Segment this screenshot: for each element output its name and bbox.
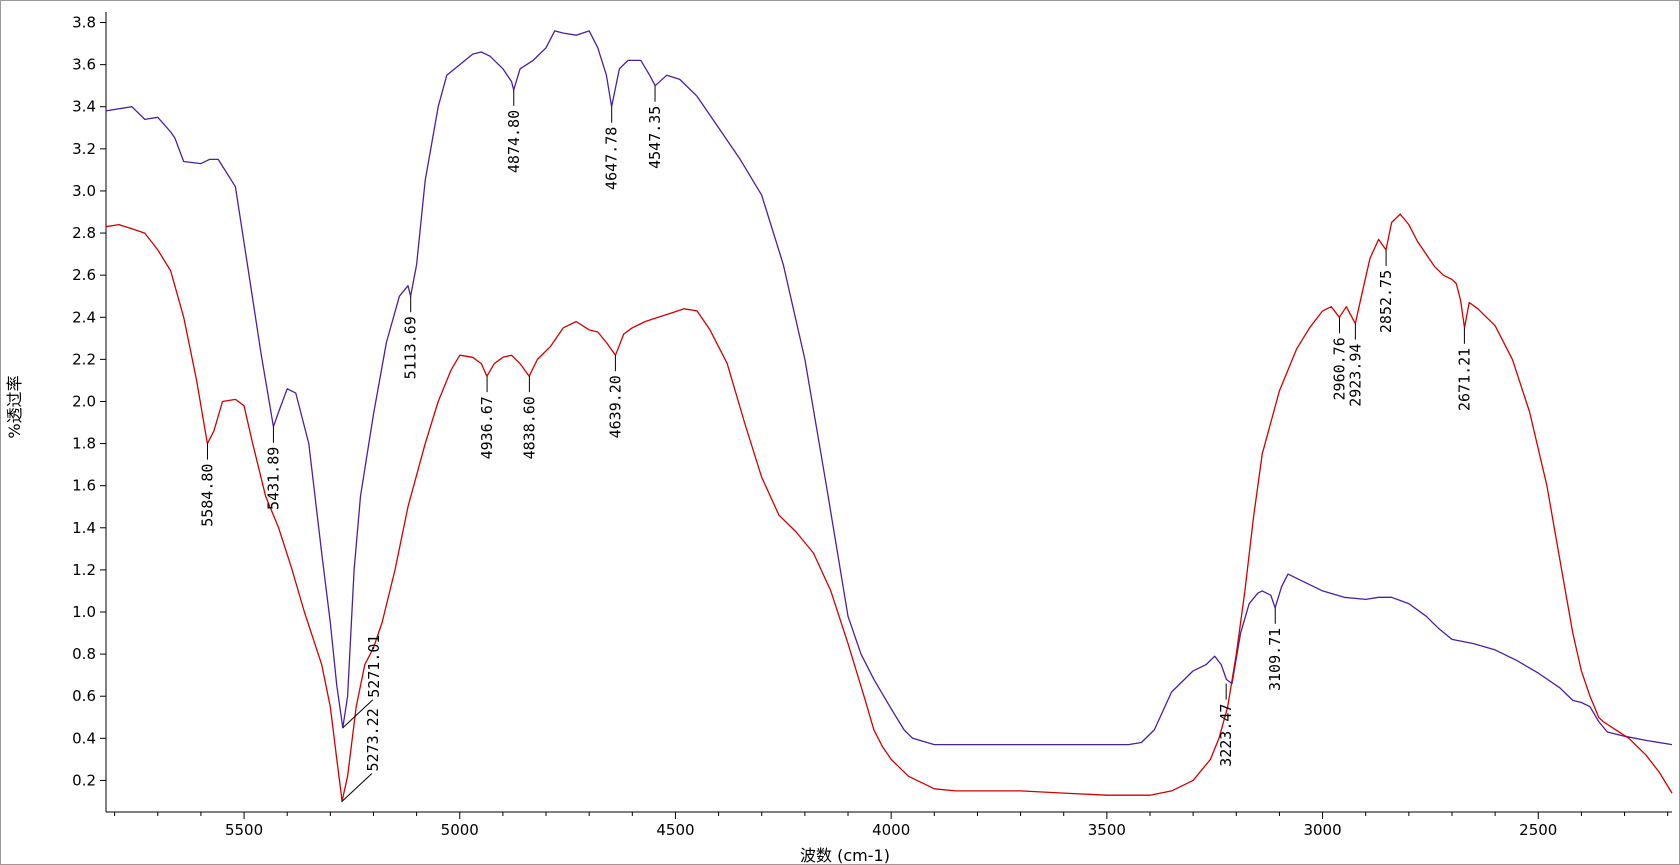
peak-label: 4639.20 <box>606 375 624 438</box>
peak-leader <box>341 773 373 802</box>
x-tick-label: 5500 <box>225 821 263 839</box>
y-tick-label: 3.6 <box>72 56 96 74</box>
y-tick-label: 3.0 <box>72 182 96 200</box>
x-tick-label: 5000 <box>441 821 479 839</box>
peak-label: 2923.94 <box>1346 344 1364 407</box>
x-tick-label: 3500 <box>1088 821 1126 839</box>
y-tick-label: 2.8 <box>72 224 96 242</box>
peak-label: 5273.22 <box>364 708 382 771</box>
y-tick-label: 1.2 <box>72 561 96 579</box>
y-tick-label: 1.4 <box>72 519 96 537</box>
spectrum-line-1 <box>105 30 1673 746</box>
peak-annotations: 5584.80 5431.89 5271.01 5273.22 5113.69 4874.… <box>198 85 1473 802</box>
x-axis-title: 波数 (cm-1) <box>800 846 890 865</box>
y-tick-label: 0.8 <box>72 645 96 663</box>
y-tick-label: 3.8 <box>72 14 96 32</box>
y-tick-label: 1.0 <box>72 603 96 621</box>
peak-label: 5431.89 <box>264 447 282 510</box>
y-tick-label: 1.8 <box>72 435 96 453</box>
peak-label: 3109.71 <box>1266 628 1284 691</box>
peak-label: 4547.35 <box>646 106 664 169</box>
peak-label: 5584.80 <box>198 464 216 527</box>
peak-label: 4874.80 <box>505 110 523 173</box>
peak-label: 5271.01 <box>365 635 383 698</box>
y-tick-label: 0.2 <box>72 771 96 789</box>
y-tick-label: 1.6 <box>72 477 96 495</box>
peak-label: 3223.47 <box>1217 704 1235 767</box>
y-tick-label: 0.4 <box>72 729 96 747</box>
y-tick-label: 2.2 <box>72 350 96 368</box>
axes-group: 0.2 0.4 0.6 0.8 1.0 1.2 1.4 1.6 1.8 2.0 2.2 2.4 2.6 2… <box>72 12 1672 839</box>
peak-label: 4647.78 <box>603 127 621 190</box>
series-group <box>105 30 1673 803</box>
peak-label: 2671.21 <box>1455 348 1473 411</box>
peak-label: 4838.60 <box>520 396 538 459</box>
peak-leader <box>342 699 374 729</box>
y-tick-label: 2.0 <box>72 392 96 410</box>
x-tick-label: 4000 <box>872 821 910 839</box>
y-tick-label: 3.4 <box>72 98 96 116</box>
y-axis-title: %透过率 <box>5 375 24 438</box>
x-tick-label: 4500 <box>656 821 694 839</box>
peak-label: 2960.76 <box>1330 337 1348 400</box>
peak-label: 5113.69 <box>402 316 420 379</box>
spectrum-line-2 <box>105 213 1673 803</box>
x-tick-label: 2500 <box>1519 821 1557 839</box>
x-tick-label: 3000 <box>1303 821 1341 839</box>
peak-label: 2852.75 <box>1377 270 1395 333</box>
y-tick-label: 0.6 <box>72 687 96 705</box>
y-tick-label: 2.6 <box>72 266 96 284</box>
y-tick-label: 3.2 <box>72 140 96 158</box>
peak-label: 4936.67 <box>478 396 496 459</box>
y-tick-label: 2.4 <box>72 308 96 326</box>
